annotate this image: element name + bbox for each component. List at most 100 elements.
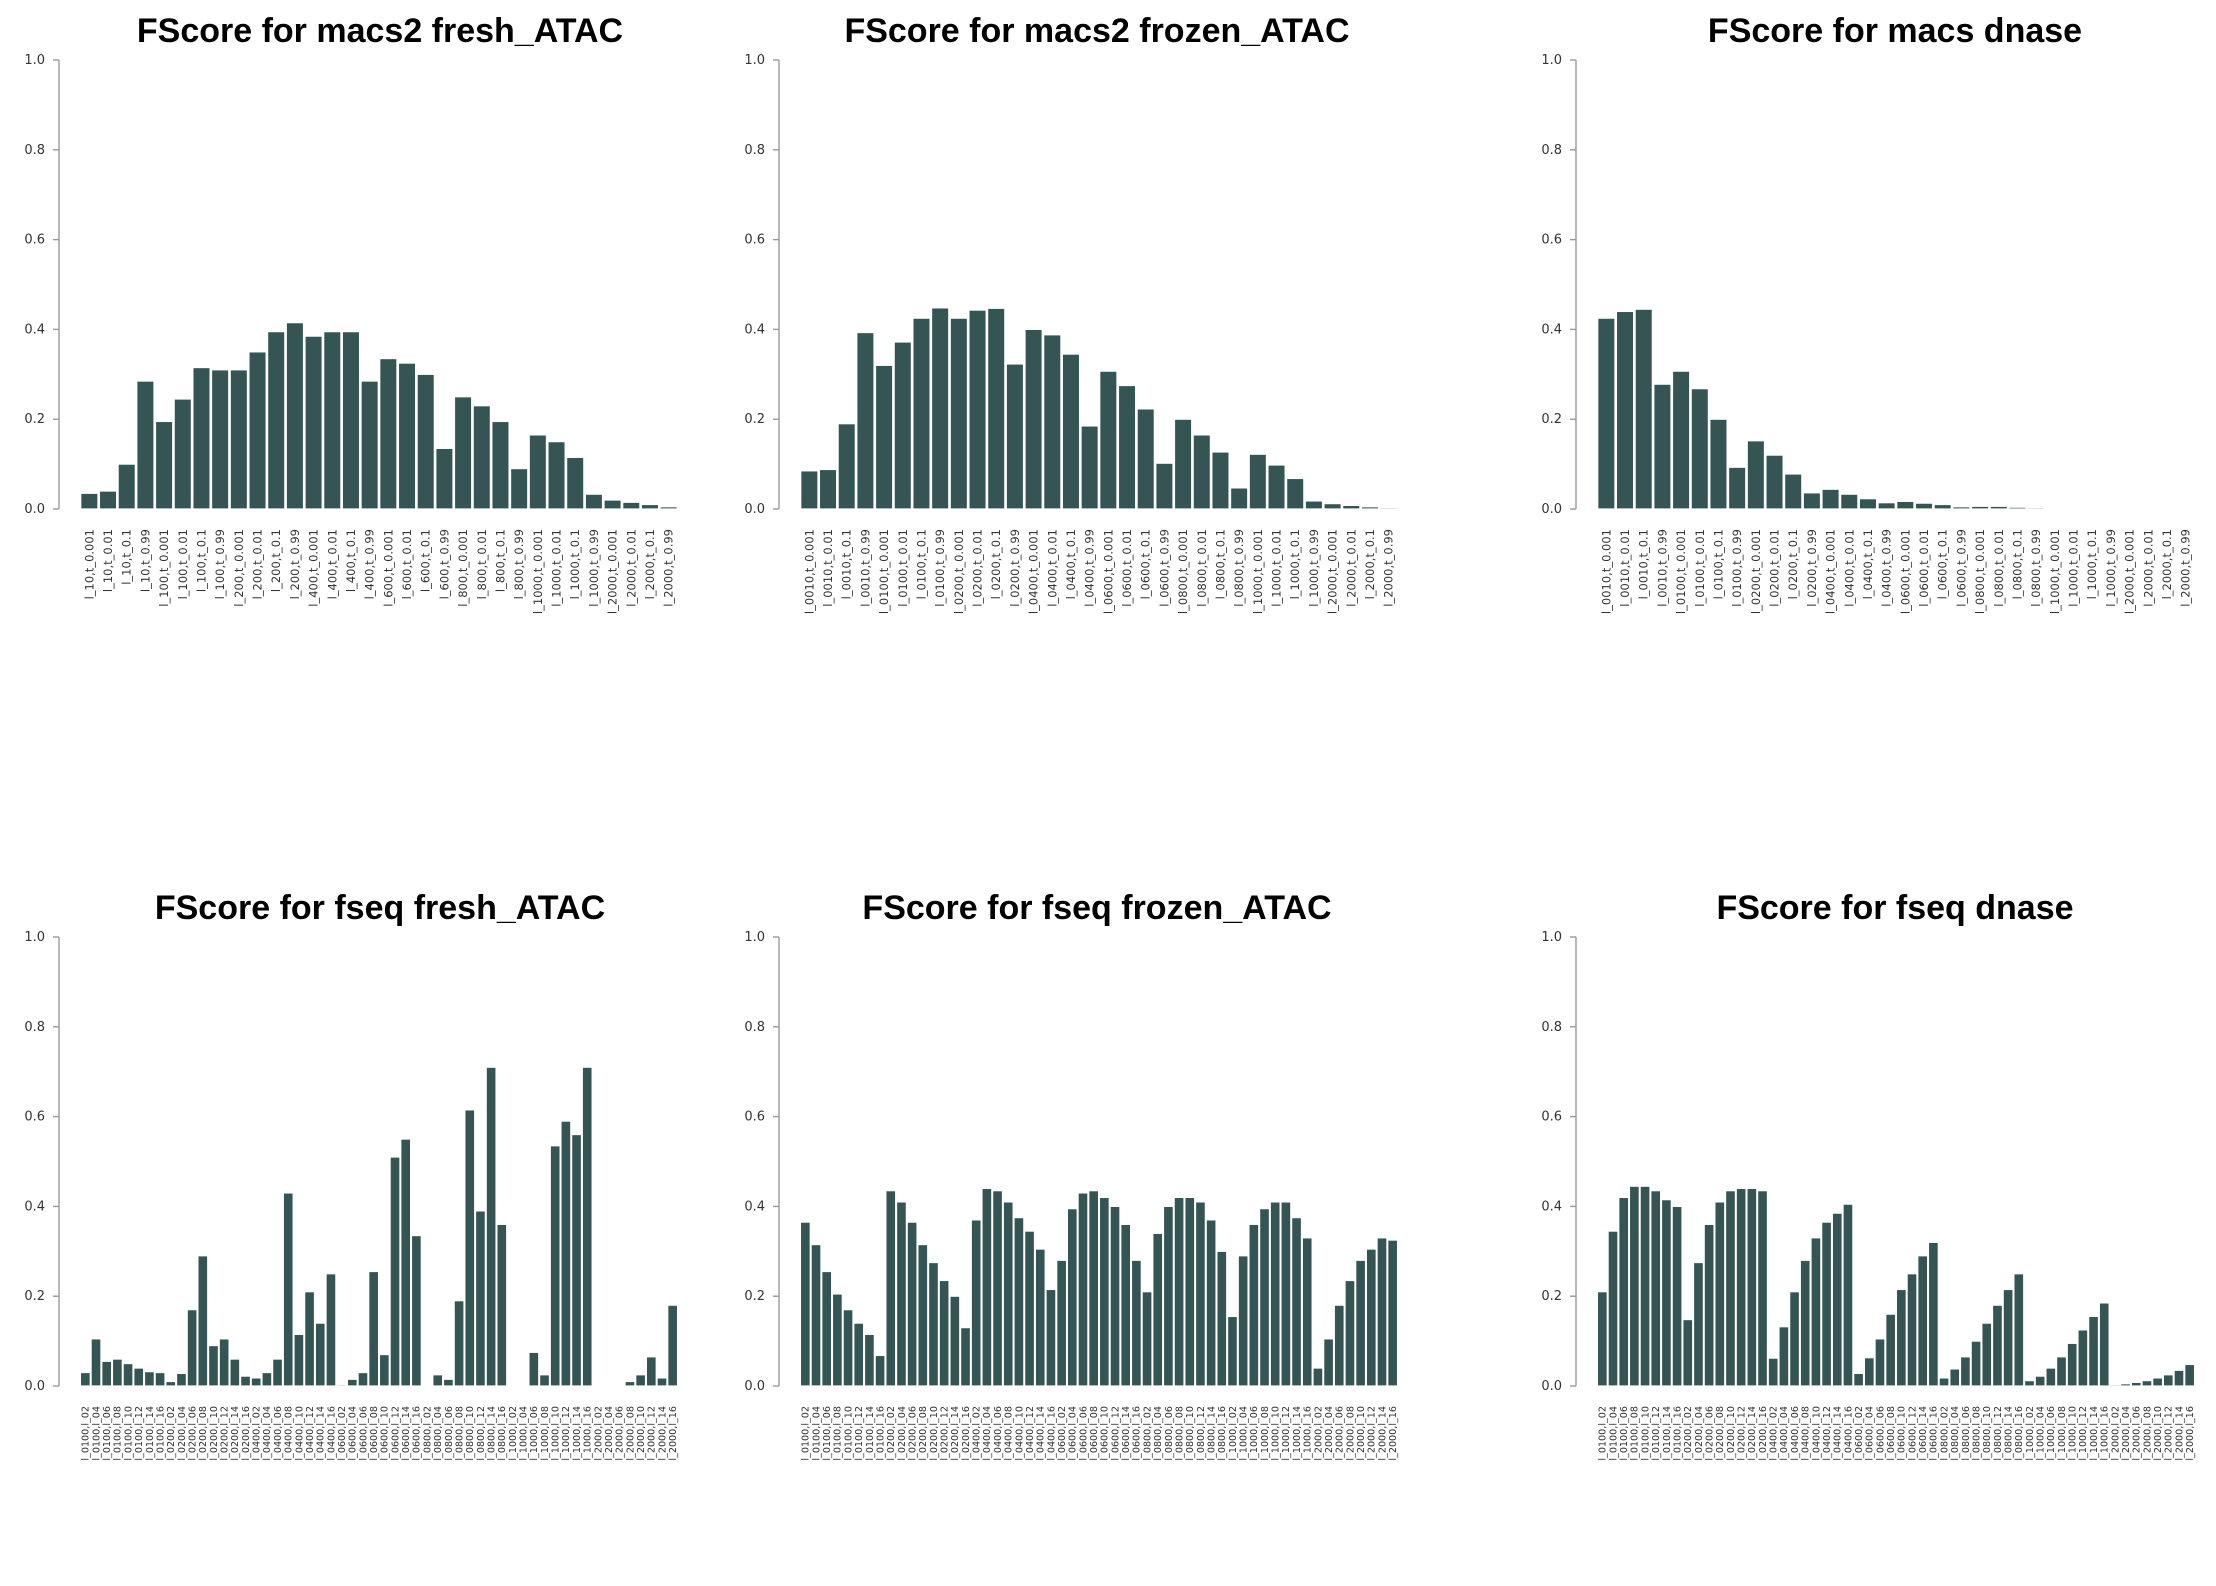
bar-l-2000-t-0-01 [622,501,641,510]
bar-l-0400-l-14 [1831,1212,1843,1387]
bar-l-0600-t-0-001 [1896,500,1915,510]
bar-l-0600-l-02 [1056,1259,1068,1387]
bar-l-2000-l-06 [1333,1304,1345,1387]
x-tick-label: l_0100,l_06 [822,1406,833,1461]
bar-l-2000-l-10 [1355,1259,1367,1387]
x-tick-label: l_0010,t_0.01 [821,529,835,607]
x-tick-label: l_0600,l_10 [1100,1406,1111,1461]
bar-l-1000-t-0-001 [1248,453,1268,510]
bar-l-1000-l-04 [517,1384,529,1387]
bar-l-0200-l-12 [1735,1187,1747,1387]
x-tick-label: l_0400,l_14 [1036,1406,1047,1461]
x-tick-label: l_0100,l_10 [843,1406,854,1461]
x-tick-label: l_0600,l_04 [1068,1406,1079,1461]
x-tick-label: l_0600,l_14 [1121,1406,1132,1461]
x-tick-label: l_2000,l_06 [615,1406,626,1461]
y-tick-label: 0.8 [1541,1020,1562,1035]
bar-l-0400-t-0-1 [1061,353,1081,510]
x-tick-label: l_0600,t_0.01 [1120,529,1134,607]
x-tick-label: l_0600,l_08 [1886,1406,1897,1461]
bar-l-0100-l-10 [1639,1185,1651,1387]
bar-l-0600-l-02 [336,1384,348,1387]
bar-l-0010-t-0-99 [856,331,875,510]
x-tick-label: l_0200,t_0.99 [1805,529,1819,607]
y-tick-label: 0.2 [24,1289,45,1304]
bar-l-0010-t-0-1 [837,423,856,510]
bar-l-0800-l-16 [2013,1273,2025,1387]
x-tick-label: l_600,t_0.001 [381,529,395,607]
chart-panel-3: FScore for macs dnase 0.0 0.2 0.4 0.6 0.8 1.0 l… [1541,12,2195,614]
y-tick-label: 0.2 [1541,412,1562,427]
bar-l-0200-l-14 [1746,1187,1758,1387]
bar-l-2000-l-04 [603,1384,615,1387]
bar-l-0200-l-06 [1703,1223,1715,1387]
bar-l-0800-l-06 [442,1378,454,1387]
x-tick-label: l_0100,l_08 [833,1406,844,1461]
x-tick-label: l_0800,l_14 [486,1406,497,1461]
bar-l-0200-l-06 [186,1309,198,1387]
x-tick-label: l_0100,l_14 [865,1406,876,1461]
bar-l-0100-l-14 [1660,1199,1672,1387]
bar-l-0400-l-02 [250,1377,262,1387]
chart-panel-2: FScore for macs2 frozen_ATAC 0.0 0.2 0.4 0.6… [744,12,1398,614]
x-tick-label: l_0800,t_0.1 [2010,529,2024,599]
bar-l-0200-l-02 [1682,1318,1694,1387]
chart-title: FScore for fseq fresh_ATAC [155,889,605,927]
bar-l-0100-l-04 [90,1338,102,1387]
x-tick-label: l_10,t_0.01 [101,529,115,592]
y-tick-label: 0.6 [1541,233,1562,248]
bar-l-0600-t-0-01 [1914,502,1934,510]
bar-l-0100-l-08 [831,1293,843,1387]
x-tick-label: l_0200,l_02 [886,1406,897,1461]
x-tick-label: l_0200,l_02 [1683,1406,1694,1461]
x-tick-label: l_0200,t_0.1 [989,529,1003,599]
x-tick-label: l_2000,l_04 [2121,1406,2132,1461]
x-tick-label: l_0400,t_0.01 [1842,529,1856,607]
bar-l-0600-l-04 [346,1378,358,1387]
x-tick-label: l_2000,l_04 [1324,1406,1335,1461]
bar-l-2000-l-14 [2173,1369,2185,1387]
x-tick-label: l_0600,l_10 [380,1406,391,1461]
x-tick-label: l_0600,l_14 [401,1406,412,1461]
bar-l-0400-l-12 [304,1291,316,1387]
bar-l-2000-t-0-01 [2139,507,2158,510]
bar-l-1000-l-14 [2088,1315,2100,1387]
bar-l-0200-l-04 [1692,1261,1704,1387]
bar-l-2000-l-06 [613,1384,625,1387]
bar-l-0100-t-0-01 [893,341,912,510]
y-tick-label: 1.0 [24,930,45,945]
bar-l-400-t-0-1 [341,331,361,510]
x-tick-label: l_0100,l_12 [134,1406,145,1461]
bar-l-400-t-0-001 [304,335,323,510]
x-tick-label: l_0800,t_0.99 [2029,529,2043,607]
y-tick-label: 0.2 [1541,1289,1562,1304]
x-tick-label: l_0400,l_12 [305,1406,316,1461]
bar-l-0010-t-0-99 [1653,383,1672,510]
x-tick-label: l_0100,l_02 [1598,1406,1609,1461]
x-tick-label: l_200,t_0.01 [251,529,265,599]
bar-l-0200-l-02 [165,1380,177,1387]
bar-l-0200-l-16 [960,1327,972,1387]
bar-l-0400-l-02 [1767,1357,1779,1387]
bar-l-10-t-0-1 [117,463,136,510]
bar-l-1000-l-14 [1291,1217,1303,1387]
bar-l-10-t-0-01 [98,490,118,510]
bar-l-0800-l-16 [1216,1250,1228,1387]
x-tick-label: l_0400,l_08 [1004,1406,1015,1461]
x-tick-label: l_800,t_0.1 [493,529,507,592]
y-tick-label: 0.2 [24,412,45,427]
bar-l-0100-l-08 [111,1358,123,1387]
y-tick-label: 0.4 [1541,1199,1562,1214]
bar-l-0600-t-0-1 [1933,503,1952,510]
x-tick-label: l_0600,l_16 [412,1406,423,1461]
x-tick-label: l_0100,l_04 [1608,1406,1619,1461]
chart-panel-6: FScore for fseq dnase 0.0 0.2 0.4 0.6 0.8 1.0 l… [1541,889,2196,1461]
y-tick-label: 1.0 [1541,930,1562,945]
y-tick-label: 0.4 [24,1199,45,1214]
x-tick-label: l_800,t_0.01 [475,529,489,599]
x-tick-label: l_1000,l_08 [2057,1406,2068,1461]
bar-l-2000-t-0-1 [640,503,660,510]
x-tick-label: l_2000,l_02 [2110,1406,2121,1461]
y-tick-label: 0.0 [24,1379,45,1394]
y-tick-label: 0.4 [1541,322,1562,337]
